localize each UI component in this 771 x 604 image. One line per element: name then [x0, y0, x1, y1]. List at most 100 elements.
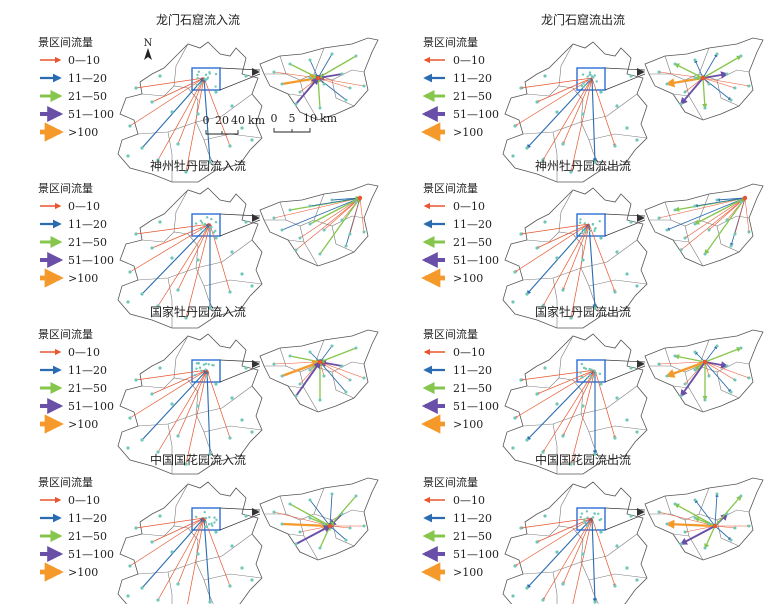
district-boundary [588, 279, 648, 287]
scenic-spot-dot [615, 250, 619, 254]
flow-arrow [328, 493, 333, 527]
legend-class-label: 0—10 [453, 54, 485, 67]
flow-arrow [666, 197, 746, 231]
scenic-spot-dot [208, 452, 212, 456]
scenic-spot-dot [210, 522, 213, 525]
flow-arrow [514, 77, 593, 127]
scenic-spot-dot [244, 220, 248, 224]
scenic-spot-dot [250, 578, 254, 582]
scenic-spot-dot [354, 494, 358, 498]
scenic-spot-dot [679, 248, 683, 252]
flow-arrow [694, 59, 704, 79]
scenic-spot-dot [707, 82, 711, 86]
flow-arrow [317, 77, 347, 101]
flow-arrow [744, 197, 750, 233]
scenic-spot-dot [156, 598, 160, 602]
scenic-spot-dot [693, 222, 697, 226]
scenic-spot-dot [204, 73, 208, 76]
scenic-spot-dot [673, 354, 677, 358]
scenic-spot-dot [308, 498, 312, 502]
main-map [502, 481, 648, 604]
flow-arrow [562, 77, 593, 145]
scenic-spot-dot [126, 446, 130, 450]
scenic-spot-dot [583, 521, 587, 525]
scenic-spot-dot [593, 369, 596, 373]
scenic-spot-dot [204, 362, 208, 366]
main-map [502, 187, 648, 329]
scenic-spot-dot [594, 372, 597, 375]
district-boundary [173, 483, 189, 527]
panel-title: 龙门石窟流入流 [156, 12, 240, 27]
scenic-spot-dot [322, 374, 326, 378]
scenic-spot-dot [693, 498, 697, 502]
scenic-spot-dot [184, 462, 188, 466]
scenic-spot-dot [703, 398, 707, 402]
flow-arrow [694, 197, 746, 208]
zoom-pointer [252, 68, 260, 76]
flow-arrow [309, 196, 361, 207]
flow-arrow [680, 361, 706, 398]
flow-arrow [204, 369, 211, 455]
district-boundary [141, 231, 189, 243]
scenic-spot-dot [591, 516, 595, 519]
target-spot-dot [327, 523, 333, 529]
main-map-outline [117, 187, 263, 329]
scenic-spot-dot [555, 550, 559, 554]
scenic-spot-dot [729, 244, 733, 248]
flow-arrow [185, 369, 208, 465]
scenic-spot-dot [569, 462, 573, 466]
flow-arrow [520, 369, 596, 382]
scenic-spot-dot [230, 396, 234, 400]
scenic-spot-dot [150, 540, 154, 544]
legend-class-label: 0—10 [68, 346, 100, 359]
zoom-map-outline [259, 477, 379, 561]
zoom-extent-box [576, 213, 606, 237]
flow-arrow [702, 77, 736, 89]
scenic-spot-dot [592, 76, 595, 79]
scenic-spot-dot [615, 396, 619, 400]
scenic-spot-dot [170, 110, 174, 114]
legend-class-label: 0—10 [453, 346, 485, 359]
zoom-pointer [252, 508, 260, 516]
flow-arrow [526, 77, 593, 149]
scenic-spot-dot [150, 246, 154, 250]
scenic-spot-dot [581, 552, 585, 556]
zoom-connector [604, 219, 646, 237]
scenic-spot-dot [555, 402, 559, 406]
flow-arrow [151, 517, 205, 543]
scenic-spot-dot [588, 71, 592, 74]
scenic-spot-dot [535, 100, 539, 104]
district-boundary [558, 335, 574, 379]
scenic-spot-dot [555, 110, 559, 114]
flow-arrow [714, 525, 736, 529]
scenic-spot-dot [362, 84, 366, 88]
district-boundary [588, 139, 602, 171]
scenic-spot-dot [150, 100, 154, 104]
scenic-spot-dot [298, 90, 302, 94]
scenic-spot-dot [747, 84, 751, 88]
flow-arrow [665, 519, 716, 529]
scenic-spot-dot [513, 124, 517, 128]
flow-arrow [141, 369, 208, 441]
scenic-spot-dot [598, 372, 602, 376]
scenic-spot-dot [208, 160, 212, 164]
scenic-spot-dot [725, 72, 729, 76]
scenic-spot-dot [204, 516, 208, 520]
flow-arrow [708, 197, 746, 231]
scale-bar-main: 0 20 40 km [203, 114, 266, 135]
flow-arrow [716, 197, 746, 202]
north-arrow-label: N [144, 38, 153, 49]
scenic-spot-dot [569, 316, 573, 320]
scenic-spot-dot [581, 404, 585, 408]
flow-arrow [319, 197, 361, 255]
scenic-spot-dot [511, 154, 515, 158]
panel-title: 神州牡丹园流出流 [535, 158, 631, 173]
scenic-spot-dot [585, 524, 588, 527]
scenic-spot-dot [208, 600, 212, 604]
flow-arrow [319, 361, 365, 379]
scenic-spot-dot [195, 83, 198, 87]
legend-class-label: 51—100 [68, 400, 114, 413]
district-boundary [167, 277, 173, 328]
scenic-spot-dot [525, 146, 529, 150]
legend-title: 景区间流量 [38, 35, 93, 49]
